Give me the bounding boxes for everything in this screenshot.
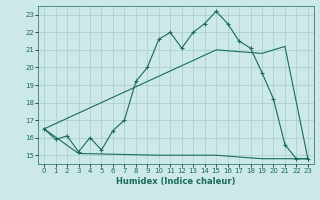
X-axis label: Humidex (Indice chaleur): Humidex (Indice chaleur) bbox=[116, 177, 236, 186]
